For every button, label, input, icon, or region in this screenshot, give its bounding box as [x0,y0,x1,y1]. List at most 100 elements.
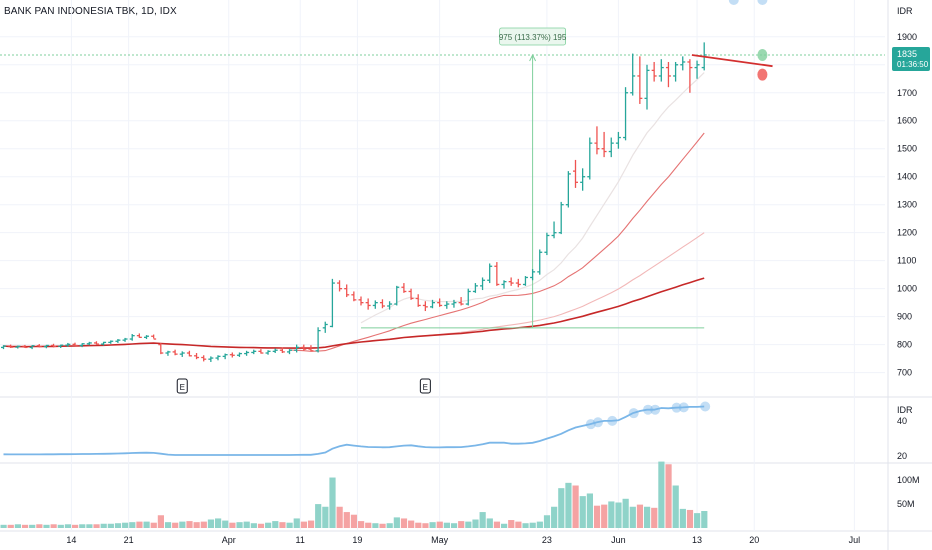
volume-bar [200,521,207,528]
candle [179,351,185,357]
time-tick-label: 11 [296,535,305,545]
candle [615,131,621,149]
volume-bar [72,524,79,528]
indicator-signal-dot [671,402,682,413]
candle [394,285,400,306]
volume-bar [329,477,336,528]
volume-bar [551,506,558,528]
candle [22,344,28,349]
indicator-signal-dot [728,0,739,5]
volume-bar [393,517,400,528]
price-tick-label: 1900 [897,32,917,42]
candle [501,280,507,289]
volume-bar [293,518,300,528]
candle [387,301,393,310]
volume-bar [300,521,307,528]
candle [430,299,435,309]
volume-bar [157,515,164,528]
price-tick-label: 800 [897,340,912,350]
measure-arrow-head [529,53,537,62]
earnings-marker-box [419,378,431,394]
time-tick-label: 20 [749,535,759,545]
volume-bar [644,506,651,528]
candle [251,349,257,355]
price-tick-label: 1300 [897,200,917,210]
volume-bar [272,521,279,528]
volume-bar [265,522,272,528]
volume-bar [508,520,515,528]
candle [165,350,171,356]
volume-bar [443,522,450,528]
volume-bar [172,522,179,528]
volume-bar [372,523,379,528]
candle [65,342,71,347]
indicator-signal-dot [592,417,603,428]
volume-bar [257,523,265,528]
earnings-marker-box [176,378,188,394]
candle [358,296,364,306]
candle [8,344,14,348]
volume-bar [615,502,622,528]
volume-bar [636,504,644,528]
volume-bar [222,520,229,528]
candle [158,342,164,355]
moving-average-line [3,277,705,349]
trend-line[interactable] [691,48,773,81]
volume-bar [143,521,150,528]
volume-bar [672,485,679,528]
candle [244,350,250,356]
last-price-tag[interactable]: 1835 01:36:50 [892,46,930,71]
price-tick-label: 1200 [897,228,917,238]
candle [172,349,178,356]
candle [573,159,578,188]
candle [594,126,600,155]
candle [422,301,428,312]
candle [451,299,457,308]
volume-bar [529,522,536,528]
volume-bar [536,521,543,528]
volume-bar [57,524,64,528]
sell-signal-dot [757,68,768,81]
price-tick-label: 1000 [897,284,917,294]
measure-label-box [499,27,567,46]
candle [15,345,21,349]
measure-tool[interactable]: 975 (113.37%) 195 [0,27,885,329]
candle [129,333,135,341]
candle [687,59,693,93]
candle [36,344,42,348]
chart-title: BANK PAN INDONESIA TBK, 1D, IDX [4,6,177,17]
volume-bar [79,524,86,528]
candle [472,283,478,293]
candle [322,321,328,333]
candle [537,249,543,275]
candle [1,345,6,350]
volume-bar [543,515,551,528]
volume-bar [565,482,572,528]
indicator-tick-label: 20 [897,451,907,461]
volume-bar [608,501,615,528]
volume-tick-label: 50M [897,499,915,509]
volume-bar [515,521,522,528]
volume-bar [114,523,122,528]
candle [294,344,300,353]
volume-bar [365,522,372,528]
volume-bar [129,522,136,528]
earnings-marker-label: E [423,383,428,392]
candle [458,297,464,306]
indicator-line [3,405,705,456]
candle [236,352,242,357]
volume-bar [694,513,701,528]
volume-bar [686,509,694,528]
volume-bar [236,522,243,528]
indicator-signal-dot [757,0,768,5]
volume-bar [36,524,43,528]
candle [487,263,493,284]
time-tick-label: 14 [66,535,76,545]
indicator-signal-dot [650,404,661,415]
candle [51,343,57,348]
volume-bar [7,524,14,528]
indicator-tick-label: 40 [897,416,907,426]
